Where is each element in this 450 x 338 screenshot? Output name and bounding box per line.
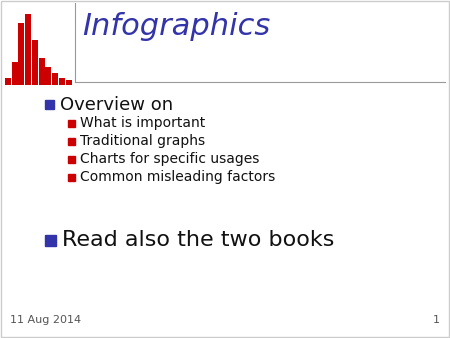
Bar <box>5 78 11 84</box>
Bar <box>25 14 31 84</box>
Text: Traditional graphs: Traditional graphs <box>80 135 205 148</box>
Bar <box>52 73 58 84</box>
Bar <box>68 138 75 145</box>
Bar <box>66 80 72 84</box>
Bar <box>68 174 75 181</box>
Text: 1: 1 <box>433 315 440 325</box>
Bar <box>68 156 75 163</box>
Text: Charts for specific usages: Charts for specific usages <box>80 152 259 167</box>
Text: Read also the two books: Read also the two books <box>62 231 334 250</box>
Bar <box>18 23 24 84</box>
Text: Common misleading factors: Common misleading factors <box>80 170 275 185</box>
Bar <box>12 63 18 84</box>
Text: 11 Aug 2014: 11 Aug 2014 <box>10 315 81 325</box>
Bar <box>59 78 65 84</box>
Bar <box>45 235 56 246</box>
Bar <box>39 58 45 84</box>
Text: What is important: What is important <box>80 117 205 130</box>
Bar <box>32 40 38 84</box>
Bar <box>45 67 51 84</box>
Text: Overview on: Overview on <box>60 96 173 114</box>
Bar <box>68 120 75 127</box>
Bar <box>45 100 54 109</box>
Text: Infographics: Infographics <box>82 12 270 41</box>
